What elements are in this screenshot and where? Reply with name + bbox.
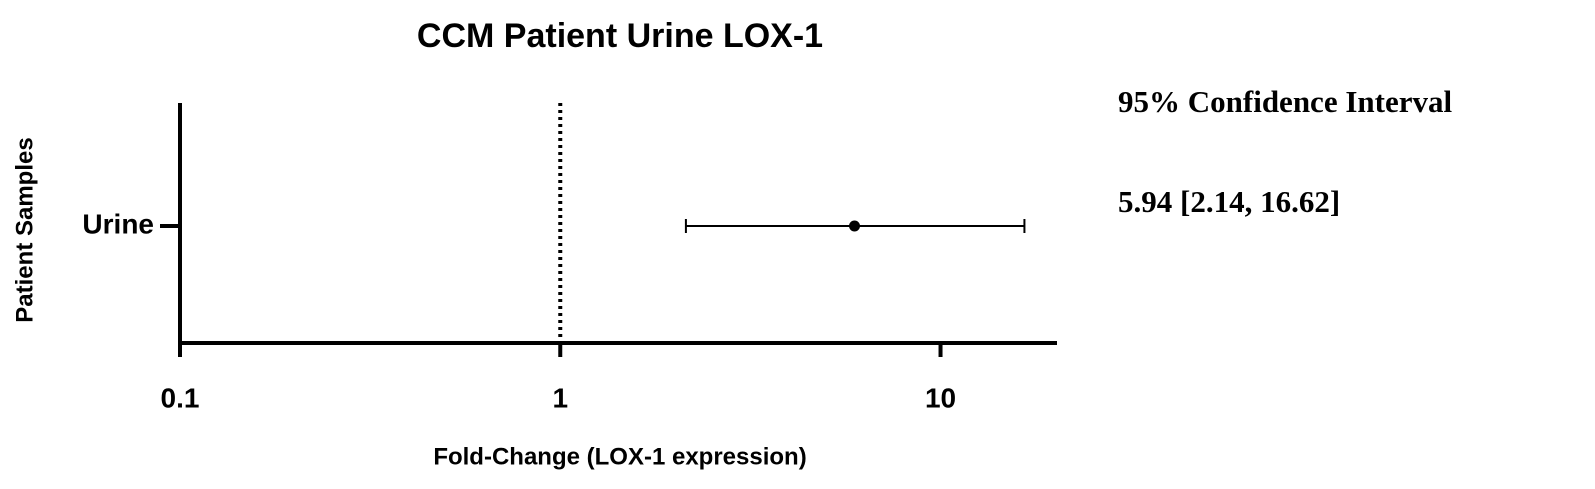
point-estimate [849,220,861,232]
ci-header: 95% Confidence Interval [1118,84,1452,119]
x-axis-label: Fold-Change (LOX-1 expression) [433,443,806,470]
x-tick-label: 1 [552,382,568,413]
value-label: 5.94 [2.14, 16.62] [1118,184,1340,219]
x-tick-label: 10 [925,382,956,413]
y-tick-label: Urine [82,208,154,239]
chart-title: CCM Patient Urine LOX-1 [417,17,823,55]
x-tick-label: 0.1 [161,382,200,413]
y-axis-label: Patient Samples [11,137,38,322]
